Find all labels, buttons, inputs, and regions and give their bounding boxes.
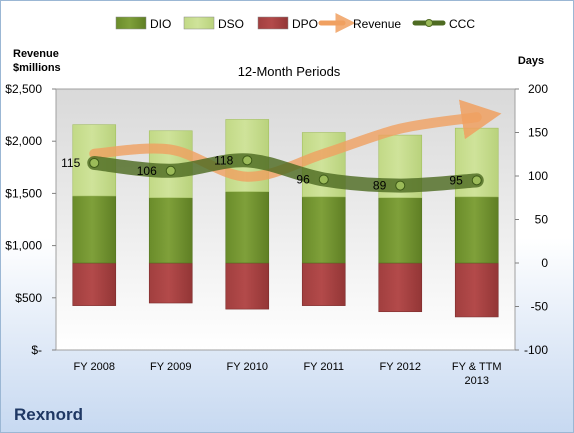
dpo-bar	[378, 262, 423, 313]
left-axis-label-line2: $millions	[13, 62, 61, 74]
legend-label-ccc: CCC	[449, 17, 475, 31]
right-tick-label: -100	[524, 343, 548, 357]
legend-label-revenue: Revenue	[353, 17, 401, 31]
x-tick-label: FY 2011	[303, 361, 344, 373]
x-tick-label: FY 2010	[227, 361, 268, 373]
dpo-bar	[148, 262, 193, 304]
plot-area	[55, 88, 516, 351]
ccc-marker	[471, 175, 482, 186]
dio-bar	[148, 197, 193, 264]
right-tick-label: 100	[528, 169, 548, 183]
legend-swatch-dso	[183, 16, 215, 30]
left-tick-label: $2,500	[5, 82, 42, 96]
legend-label-dpo: DPO	[292, 17, 318, 31]
left-tick-label: $1,000	[5, 239, 42, 253]
ccc-data-label: 106	[137, 164, 157, 178]
right-tick-label: -50	[531, 300, 549, 314]
left-axis-label-line1: Revenue	[13, 48, 59, 60]
ccc-data-label: 115	[61, 156, 80, 170]
dio-bar	[454, 196, 499, 264]
ccc-marker	[89, 157, 100, 168]
dpo-bar	[454, 262, 499, 318]
x-tick-label: FY 2012	[380, 361, 421, 373]
x-tick-label: FY 2009	[150, 361, 191, 373]
right-tick-label: 50	[535, 213, 549, 227]
dio-bar	[378, 197, 423, 264]
ccc-marker	[165, 165, 176, 176]
ccc-marker	[242, 155, 253, 166]
right-tick-label: 150	[528, 126, 548, 140]
ccc-data-label: 96	[296, 172, 310, 186]
left-tick-label: $1,500	[5, 186, 42, 200]
left-tick-label: $2,000	[5, 134, 42, 148]
ccc-line	[87, 153, 484, 193]
right-tick-label: 200	[528, 82, 548, 96]
dpo-bar	[301, 262, 346, 306]
x-tick-label: 2013	[465, 375, 489, 387]
legend-label-dso: DSO	[218, 17, 244, 31]
dpo-bar	[72, 262, 117, 306]
x-tick-label: FY 2008	[74, 361, 115, 373]
dio-bar	[225, 191, 270, 264]
legend-label-dio: DIO	[150, 17, 171, 31]
legend-marker-ccc	[425, 19, 433, 27]
x-tick-label: FY & TTM	[452, 361, 502, 373]
ccc-data-label: 118	[214, 153, 233, 167]
ccc-marker	[395, 180, 406, 191]
ccc-marker	[318, 174, 329, 185]
right-tick-label: 0	[541, 256, 548, 270]
dpo-bar	[225, 262, 270, 310]
legend-swatch-dpo	[257, 16, 289, 30]
ccc-data-label: 95	[449, 173, 463, 187]
chart-title: 12-Month Periods	[238, 64, 341, 79]
right-axis-label: Days	[518, 55, 544, 67]
ccc-data-label: 89	[373, 179, 387, 193]
dio-bar	[72, 195, 117, 264]
dio-bar	[301, 196, 346, 264]
legend-swatch-dio	[115, 16, 147, 30]
left-tick-label: $-	[31, 343, 42, 357]
left-tick-label: $500	[15, 291, 42, 305]
company-name: Rexnord	[14, 405, 83, 424]
